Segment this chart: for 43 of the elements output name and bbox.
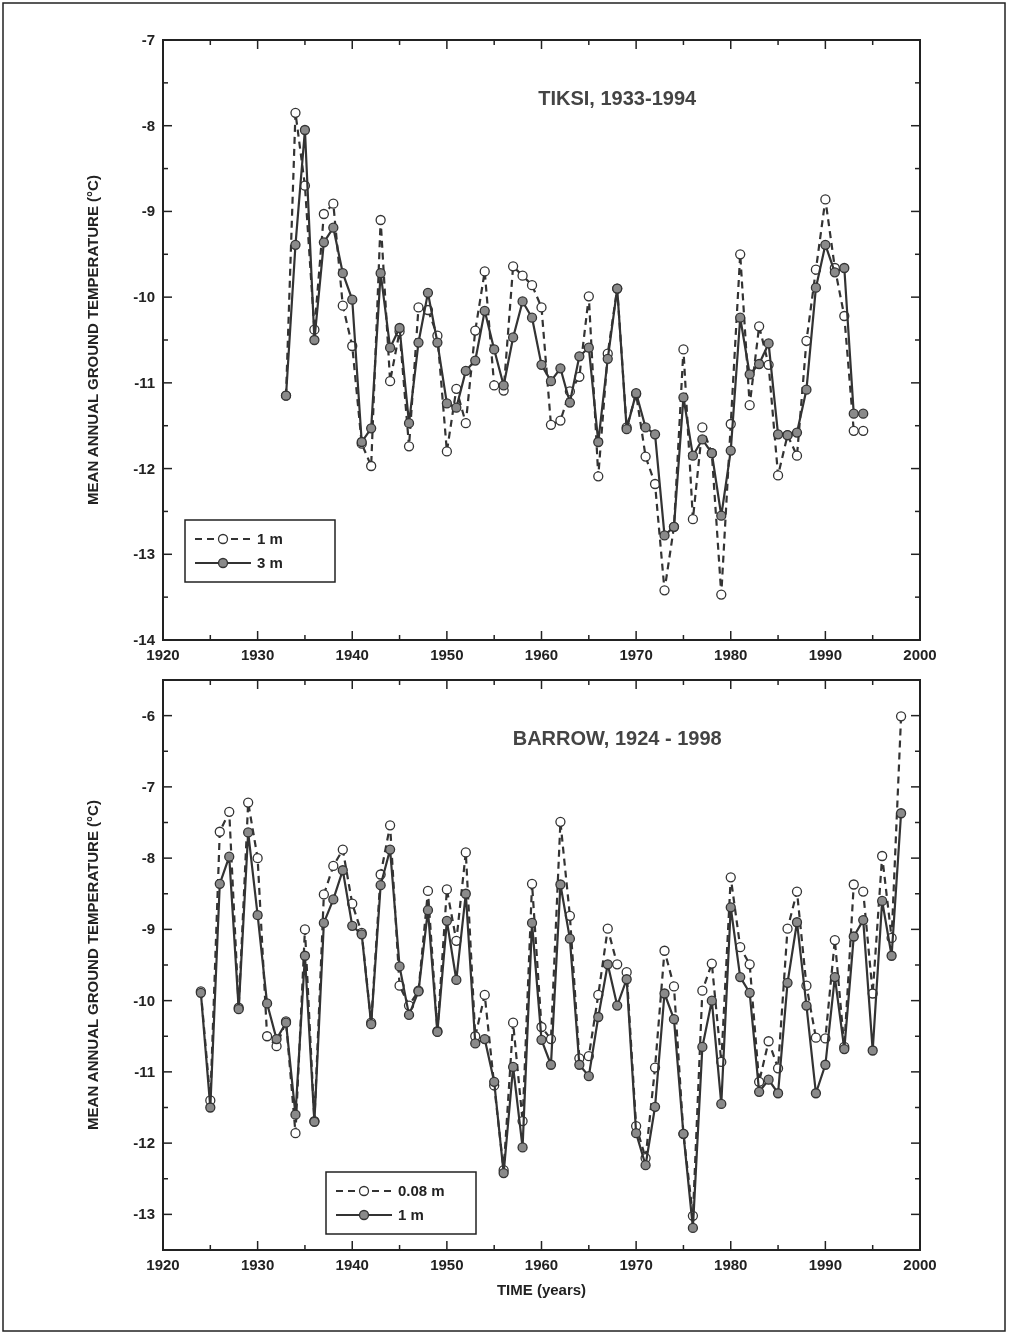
y-tick-label: -11 [134, 1062, 155, 1080]
legend-label: 3 m [257, 554, 283, 571]
y-axis-title: MEAN ANNUAL GROUND TEMPERATURE (°C) [84, 800, 101, 1130]
y-tick-label: -7 [141, 31, 155, 48]
x-tick-label: 1960 [524, 646, 559, 663]
x-tick-label: 1920 [146, 646, 180, 663]
y-tick-label: -13 [133, 545, 155, 563]
x-tick-label: 1980 [714, 1256, 748, 1273]
text: TIKSI, 1933-1994 [538, 87, 698, 109]
x-tick-label: 1970 [619, 1256, 653, 1273]
y-tick-label: -10 [133, 991, 155, 1009]
y-tick-label: -7 [141, 777, 155, 795]
x-tick-label: 1940 [335, 646, 369, 663]
y-axis-title: MEAN ANNUAL GROUND TEMPERATURE (°C) [84, 175, 101, 505]
y-tick-label: -12 [133, 1134, 155, 1152]
x-tick-label: 1950 [430, 1256, 464, 1273]
x-tick-label: 2000 [903, 646, 937, 663]
x-tick-label: 1990 [808, 646, 843, 663]
x-tick-label: 1970 [619, 646, 653, 663]
y-tick-label: -9 [141, 920, 155, 938]
y-tick-label: -9 [141, 202, 155, 220]
x-tick-label: 1950 [430, 646, 464, 663]
x-tick-label: 1930 [240, 1256, 275, 1273]
y-tick-label: -10 [133, 288, 155, 306]
legend-label: 1 m [398, 1206, 424, 1223]
y-tick-label: -11 [134, 373, 155, 391]
y-tick-label: -8 [141, 116, 155, 134]
x-axis-title: TIME (years) [496, 1281, 587, 1298]
y-tick-label: -12 [133, 459, 155, 477]
y-tick-label: -6 [141, 706, 155, 724]
x-tick-label: 1960 [524, 1256, 559, 1273]
text: BARROW, 1924 - 1998 [512, 727, 722, 749]
legend-label: 1 m [257, 530, 283, 547]
y-tick-label: -8 [141, 849, 155, 867]
x-tick-label: 1980 [714, 646, 748, 663]
y-tick-label: -14 [133, 631, 156, 648]
legend-label: 0.08 m [398, 1182, 445, 1199]
x-tick-label: 1990 [808, 1256, 843, 1273]
y-tick-label: -13 [133, 1205, 155, 1223]
x-tick-label: 1930 [240, 646, 275, 663]
x-tick-label: 1920 [146, 1256, 180, 1273]
x-tick-label: 2000 [903, 1256, 937, 1273]
x-tick-label: 1940 [335, 1256, 369, 1273]
